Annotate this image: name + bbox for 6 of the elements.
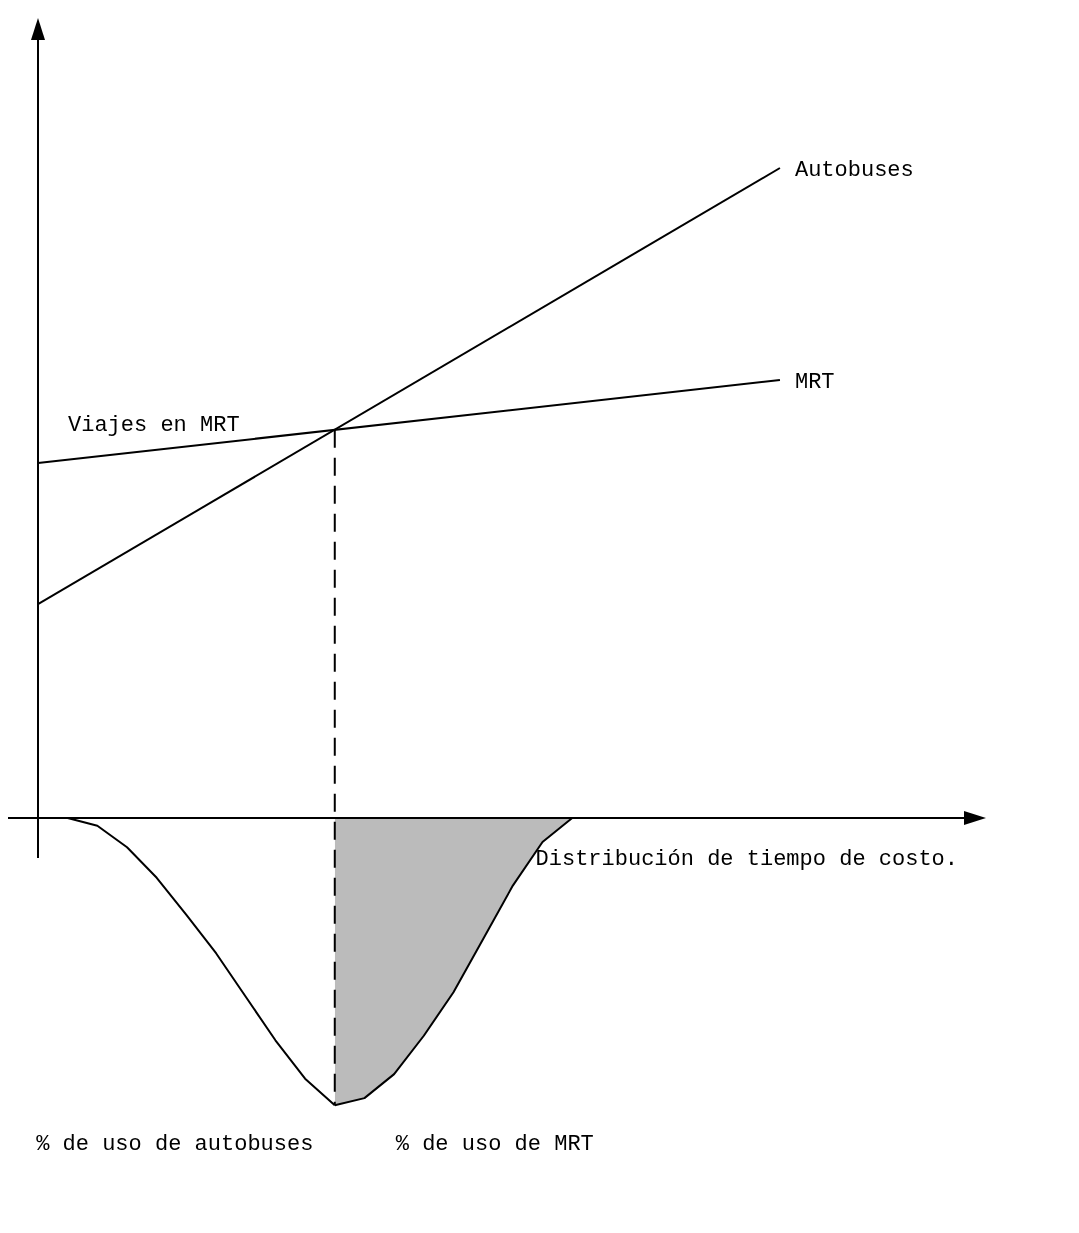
series-label: % de uso de autobuses [36,1132,314,1158]
annotation: Viajes en MRT [68,413,240,439]
series-label: MRT [794,369,835,395]
series-label: Autobuses [794,158,914,183]
x-axis-title: Distribución de tiempo de costo. [535,847,958,873]
text: % de uso de MRT [395,1132,594,1158]
